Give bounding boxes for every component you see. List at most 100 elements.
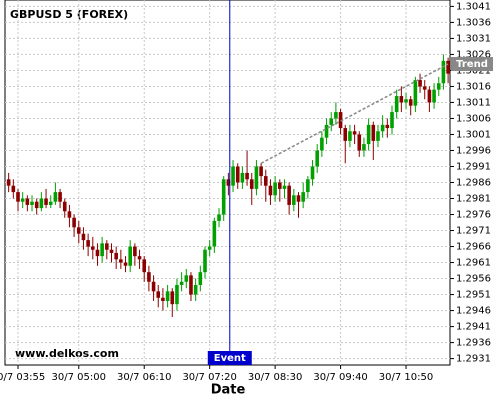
- candle-body: [39, 198, 44, 209]
- candle-body: [81, 233, 86, 241]
- candle-body: [156, 291, 161, 298]
- candle-body: [161, 297, 165, 301]
- candle-body: [310, 166, 315, 180]
- candle-body: [91, 246, 95, 250]
- candle-body: [25, 198, 30, 205]
- event-label: Event: [214, 353, 246, 364]
- candle-body: [58, 192, 62, 202]
- candle-body: [348, 131, 352, 141]
- candle-body: [268, 185, 273, 196]
- candle-body: [394, 96, 399, 113]
- candle-body: [48, 201, 53, 205]
- chart-title: GBPUSD 5 (FOREX): [10, 8, 128, 21]
- y-tick-label: 1.2961: [456, 258, 491, 269]
- candle-body: [343, 128, 348, 141]
- candle-body: [338, 112, 343, 129]
- candle-body: [20, 198, 25, 202]
- y-tick-label: 1.2951: [456, 290, 491, 301]
- candle-body: [380, 124, 385, 132]
- candle-body: [34, 201, 39, 209]
- candle-body: [259, 166, 263, 177]
- candle-body: [413, 80, 418, 106]
- candle-body: [399, 96, 404, 103]
- candle-body: [165, 291, 170, 301]
- candle-body: [86, 240, 90, 247]
- candle-body: [16, 192, 20, 202]
- candle-body: [315, 150, 319, 167]
- candle-body: [226, 179, 231, 186]
- candle-body: [175, 284, 179, 305]
- candle-body: [231, 166, 235, 186]
- candle-body: [366, 124, 371, 145]
- candle-body: [249, 179, 254, 189]
- candle-body: [422, 86, 427, 90]
- candle-body: [212, 220, 217, 247]
- candle-body: [170, 291, 175, 305]
- y-tick-label: 1.2966: [456, 242, 491, 253]
- x-tick-label: 30/7 07:20: [182, 372, 236, 383]
- y-tick-label: 1.2941: [456, 322, 491, 333]
- candle-body: [53, 192, 58, 202]
- candle-body: [390, 112, 394, 129]
- candle-body: [273, 182, 277, 196]
- candle-body: [137, 256, 142, 260]
- candle-body: [147, 272, 151, 282]
- candle-body: [189, 275, 193, 295]
- candle-body: [287, 185, 291, 205]
- trend-label: Trend: [456, 59, 488, 70]
- candle-body: [133, 246, 137, 257]
- candle-body: [198, 272, 203, 285]
- x-tick-label: 30/7 08:30: [248, 372, 302, 383]
- candle-body: [278, 182, 282, 189]
- watermark: www.delkos.com: [15, 347, 119, 360]
- y-tick-label: 1.3031: [456, 33, 491, 44]
- x-tick-label: 30/7 05:00: [52, 372, 106, 383]
- candle-body: [306, 179, 310, 193]
- candle-body: [62, 201, 67, 212]
- candle-body: [179, 281, 184, 285]
- y-tick-label: 1.2981: [456, 194, 491, 205]
- y-tick-label: 1.2996: [456, 145, 491, 156]
- candle-body: [184, 275, 189, 282]
- candle-body: [432, 89, 436, 103]
- candle-body: [30, 201, 34, 205]
- candle-body: [193, 284, 198, 295]
- trend-label-box: [451, 57, 493, 72]
- candle-body: [151, 281, 156, 292]
- candle-body: [123, 262, 128, 266]
- trend-line: [260, 63, 449, 164]
- x-tick-label: 30/7 06:10: [117, 372, 171, 383]
- candle-body: [446, 60, 450, 74]
- candle-body: [427, 89, 432, 103]
- candle-body: [418, 80, 422, 87]
- candle-body: [44, 198, 48, 205]
- candle-body: [282, 185, 287, 189]
- candle-body: [128, 246, 132, 266]
- candle-body: [119, 259, 123, 263]
- candle-body: [76, 227, 81, 234]
- y-tick-label: 1.2936: [456, 338, 491, 349]
- candle-body: [105, 243, 109, 250]
- x-tick-label: 30/7 09:40: [313, 372, 367, 383]
- candle-body: [240, 172, 245, 183]
- candle-body: [441, 60, 446, 84]
- candle-body: [6, 179, 11, 186]
- y-tick-label: 1.2971: [456, 226, 491, 237]
- candle-body: [334, 112, 338, 119]
- y-tick-label: 1.3001: [456, 129, 491, 140]
- event-label-box: [207, 351, 252, 365]
- candle-body: [217, 214, 221, 221]
- candle-body: [235, 166, 240, 183]
- candle-body: [100, 243, 104, 257]
- candle-body: [203, 249, 207, 273]
- candle-body: [320, 137, 324, 151]
- y-tick-label: 1.2991: [456, 161, 491, 172]
- y-tick-label: 1.3006: [456, 113, 491, 124]
- y-tick-label: 1.3016: [456, 81, 491, 92]
- candle-body: [352, 131, 357, 135]
- candle-body: [296, 195, 301, 202]
- y-tick-label: 1.2956: [456, 274, 491, 285]
- candle-body: [263, 176, 268, 186]
